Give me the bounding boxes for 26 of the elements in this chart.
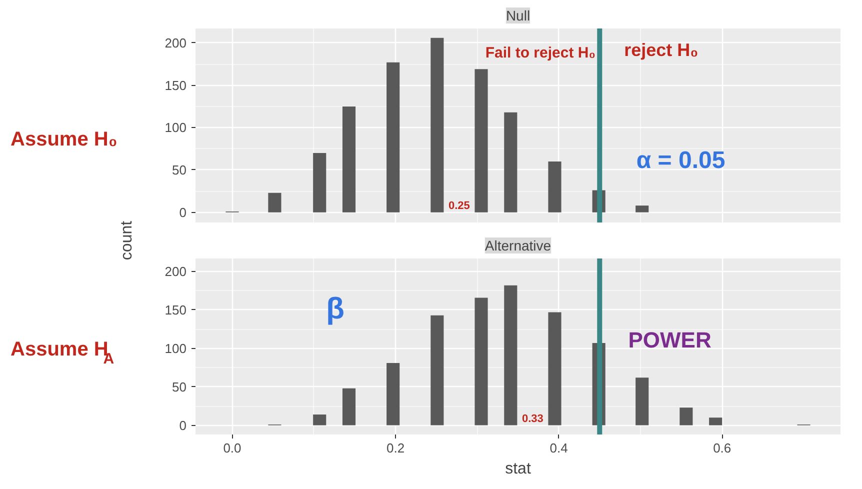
annotation: POWER: [628, 327, 712, 352]
annotation: 0.25: [448, 200, 470, 212]
y-tick-label: 50: [172, 162, 187, 178]
chart-title: Alternative: [484, 238, 552, 254]
x-tick-label: 0.4: [550, 440, 568, 456]
x-axis-title: stat: [505, 460, 532, 478]
y-tick-label: 0: [179, 204, 187, 220]
x-tick-label: 0.2: [386, 440, 405, 456]
x-tick-label: 0.0: [223, 440, 242, 456]
y-tick-label: 150: [164, 302, 187, 318]
x-tick-label: 0.6: [713, 440, 732, 456]
y-tick-label: 150: [164, 78, 187, 93]
annotation: α = 0.05: [636, 147, 726, 174]
y-tick-label: 50: [172, 379, 187, 394]
y-tick-label: 100: [164, 120, 187, 136]
annotation: reject H₀: [624, 40, 698, 60]
annotation: Fail to reject H₀: [485, 44, 596, 62]
y-tick-label: 0: [179, 418, 187, 433]
chart-title: Null: [506, 8, 530, 24]
text: Assume H₀: [10, 128, 118, 150]
y-axis-title: count: [118, 220, 136, 260]
y-tick-label: 200: [164, 264, 187, 280]
annotation: β: [326, 292, 344, 326]
y-tick-label: 100: [164, 340, 187, 356]
annotation: 0.33: [522, 413, 544, 426]
y-tick-label: 200: [164, 35, 187, 50]
